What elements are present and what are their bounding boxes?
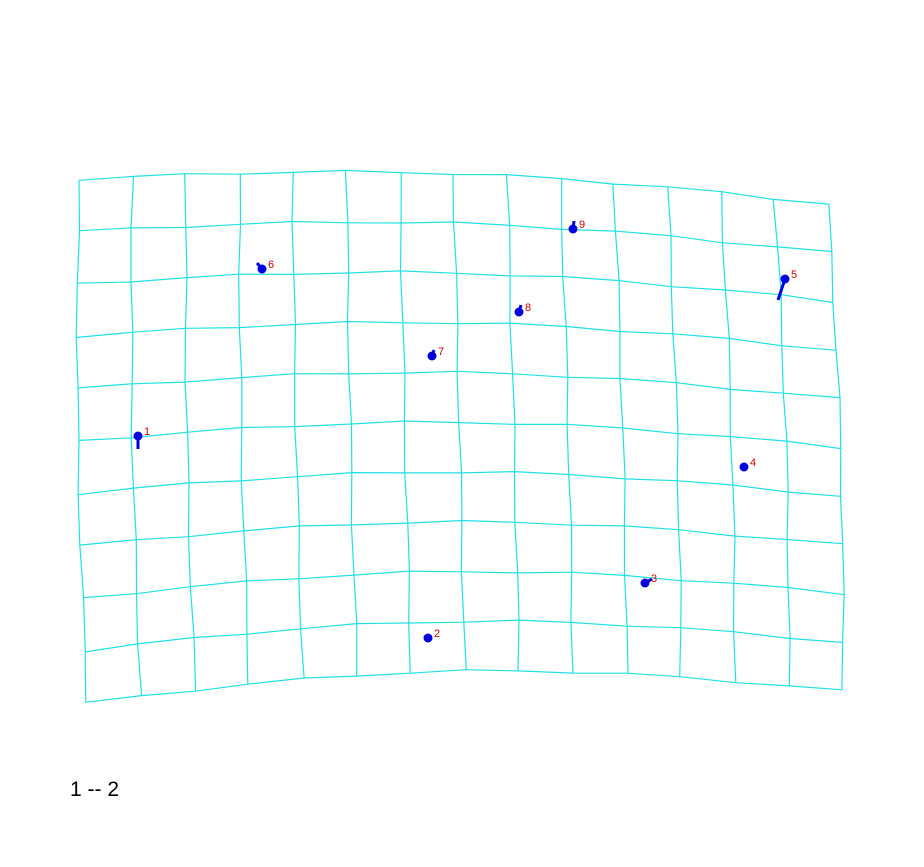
grid-column-line xyxy=(184,173,197,692)
landmark-dot xyxy=(568,224,578,234)
landmark-4: 4 xyxy=(739,457,756,472)
grid-column-line xyxy=(721,191,737,683)
landmark-dot xyxy=(427,351,437,361)
landmark-dot xyxy=(640,578,650,588)
landmark-dot xyxy=(514,307,524,317)
landmark-label: 7 xyxy=(438,346,444,358)
landmark-label: 6 xyxy=(268,259,274,271)
landmark-2: 2 xyxy=(423,628,440,643)
landmark-label: 8 xyxy=(525,302,531,314)
landmark-dot xyxy=(423,633,433,643)
landmark-5: 5 xyxy=(776,269,797,301)
grid-column-line xyxy=(772,199,791,686)
grid-column-line xyxy=(667,186,682,677)
landmark-dot xyxy=(133,431,143,441)
landmark-dot xyxy=(257,264,267,274)
landmark-label: 1 xyxy=(144,426,150,438)
grid-column-line xyxy=(612,184,629,674)
grid-column-line xyxy=(238,174,249,685)
grid-row-line xyxy=(76,320,837,351)
landmark-label: 2 xyxy=(434,628,440,640)
grid-row-line xyxy=(77,270,833,304)
landmark-label: 5 xyxy=(791,269,797,281)
grid-column-line xyxy=(130,176,143,696)
grid-column-line xyxy=(561,178,574,674)
grid-column-line xyxy=(75,180,87,703)
grid-row-line xyxy=(79,220,832,253)
grid-column-line xyxy=(828,204,845,690)
landmark-label: 3 xyxy=(651,573,657,585)
grid-column-line xyxy=(344,170,358,677)
landmark-label: 4 xyxy=(750,457,756,469)
grid-row-line xyxy=(78,470,841,497)
landmark-dot xyxy=(739,462,749,472)
grid-row-line xyxy=(85,669,842,703)
grid-row-line xyxy=(78,169,829,205)
grid-row-line xyxy=(83,570,845,599)
landmark-label: 9 xyxy=(579,219,585,231)
landmark-3: 3 xyxy=(640,573,657,588)
grid-column-line xyxy=(505,174,520,671)
landmark-layer: 1 2 3 4 5 6 7 8 9 xyxy=(133,219,797,643)
landmark-7: 7 xyxy=(427,346,444,361)
landmark-1: 1 xyxy=(133,426,150,449)
grid-column-line xyxy=(291,172,305,679)
grid-column-line xyxy=(399,172,411,674)
landmark-dot xyxy=(780,274,790,284)
landmark-6: 6 xyxy=(255,259,274,274)
landmark-8: 8 xyxy=(514,302,531,317)
grid-column-line xyxy=(452,174,467,670)
deformation-grid xyxy=(75,169,845,703)
comparison-caption: 1 -- 2 xyxy=(70,778,120,801)
landmark-9: 9 xyxy=(568,219,585,234)
grid-row-line xyxy=(78,370,841,399)
